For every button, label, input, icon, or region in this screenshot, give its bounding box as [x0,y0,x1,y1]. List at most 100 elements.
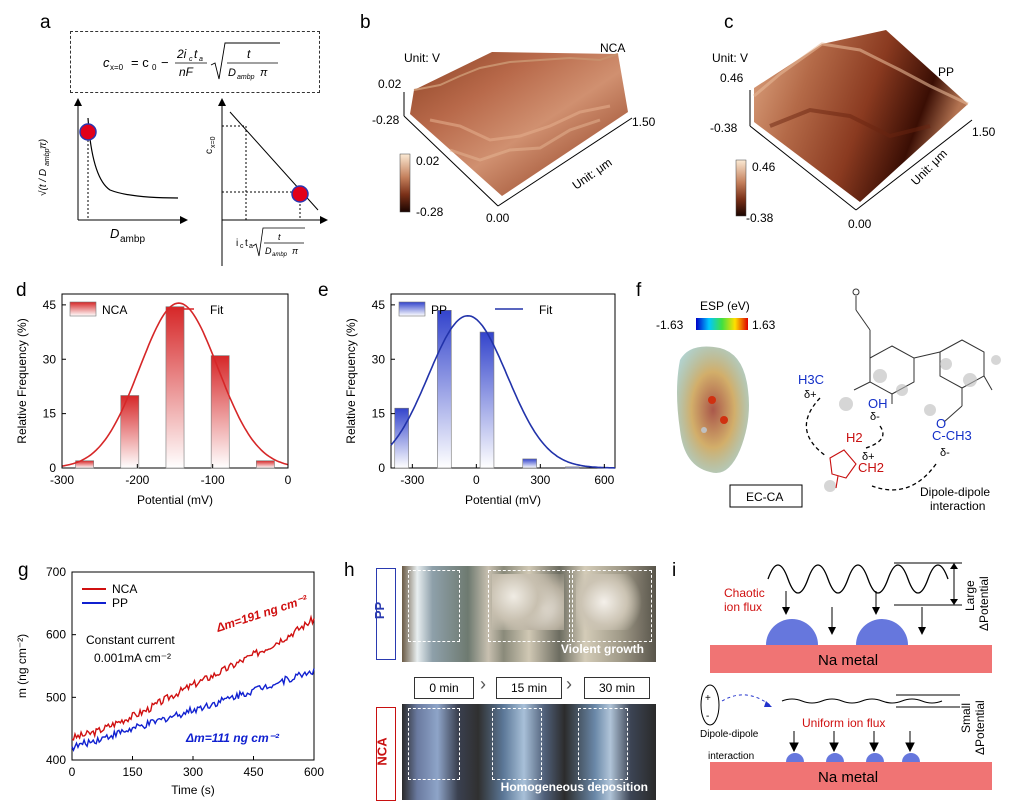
c-cbar-top: 0.46 [752,160,776,174]
c-cbar-bottom: -0.38 [746,211,774,225]
i-uniform: Uniform ion flux [802,716,885,730]
b-ztop: 0.02 [378,77,402,91]
svg-text:−: − [161,55,169,70]
mol-label: EC-CA [746,490,783,504]
legend-swatch-bar [398,301,426,317]
svg-text:c: c [240,243,244,250]
uniform-wave [781,698,943,704]
esp-min: -1.63 [656,318,684,332]
i-dipole2: interaction [708,751,754,762]
legend-label-PP: PP [112,596,128,610]
na-metal-bottom [710,762,992,790]
x-tick-label: -300 [400,473,424,487]
annotation-cc1: Constant current [86,633,175,647]
esp-label: ESP (eV) [700,299,750,313]
svg-text:nF: nF [179,65,194,79]
b-colorbar [399,153,411,213]
h-time-2: 30 min [584,677,650,699]
chart-e: -300 0 300 600 0 15 30 45 Potential (mV) Relative… [344,293,616,507]
annotation-pp-delta: Δm=111 ng cm⁻² [185,731,280,745]
i-chaotic2: ion flux [724,600,762,614]
h-pp-label: PP [372,601,388,620]
panel-b-surface: Unit: V NCA 0.02 -0.28 1.50 0.00 Unit: μ… [372,41,656,225]
x-tick-label: -300 [50,473,74,487]
bar-2 [165,306,185,469]
plot1-ylabel: √(t / D ambp π) [37,139,51,196]
f-ch3: C-CH3 [932,428,972,443]
y-tick-label: 15 [372,407,386,421]
x-tick-label: 300 [530,473,550,487]
x-tick-label: 600 [594,473,614,487]
c-unit: Unit: V [712,51,748,65]
series-line-NCA [71,614,315,741]
x-tick-label: 600 [304,765,324,779]
chaotic-wave [767,564,949,594]
svg-text:ambp: ambp [44,148,51,166]
svg-text:2i: 2i [176,47,187,61]
panel-a-plots: √(t / D ambp π) D ambp c x=0 i c t a t D… [37,98,328,266]
equation-box: c x=0 = c 0 − 2i c t a nF t D ambp π [70,31,320,93]
y-tick-label: 500 [46,690,66,704]
legend-label-fit: Fit [210,303,224,317]
y-tick-label: 30 [372,352,386,366]
fit-curve [61,302,289,467]
esp-molecule [677,346,749,474]
svg-text:t: t [194,47,198,61]
i-metal-top: Na metal [818,652,878,669]
y-tick-label: 0 [49,461,56,475]
svg-text:ambp: ambp [237,74,255,81]
c-colorbar [735,159,747,217]
svg-text:c: c [204,149,215,154]
dendrite-1 [766,619,818,645]
svg-text:i: i [236,238,238,249]
i-minus: - [706,711,709,722]
x-tick-label: 0 [473,473,480,487]
h-nca-caption: Homogeneous deposition [500,780,648,794]
svg-text:a: a [249,243,253,250]
c-name: PP [938,65,954,79]
svg-text:ambp: ambp [120,234,145,245]
equation-graphic: c x=0 = c 0 − 2i c t a nF t D ambp π [103,42,280,81]
annotation-cc2: 0.001mA cm⁻² [94,651,171,665]
bar-4 [565,466,580,469]
c-ztop: 0.46 [720,71,744,85]
b-name: NCA [600,41,625,55]
dendrite-2 [856,619,908,645]
i-plus: + [705,693,711,704]
h-nca-label: NCA [374,737,390,766]
panel-c-surface: Unit: V PP 0.46 -0.38 1.50 0.00 Unit: μm… [710,30,996,231]
legend-label-bar: NCA [102,303,127,317]
y-axis-label: Relative Frequency (%) [15,318,29,443]
y-tick-label: 0 [378,461,385,475]
b-zbot: -0.28 [372,113,400,127]
svg-text:D: D [265,246,272,256]
svg-text:t: t [245,238,248,249]
x-tick-label: 0 [285,473,292,487]
series-line-PP [71,668,315,753]
h-time-1: 15 min [496,677,562,699]
svg-text:D: D [228,67,236,79]
b-xstart: 0.00 [486,211,510,225]
f-h2: H2 [846,430,863,445]
esp-max: 1.63 [752,318,776,332]
panel-label-d: d [16,280,27,301]
x-axis-label: Time (s) [171,783,215,797]
f-dplus2: δ+ [862,451,875,463]
legend-label-NCA: NCA [112,582,137,596]
y-tick-label: 700 [46,565,66,579]
f-dminus2: δ- [940,447,950,459]
b-cbar-top: 0.02 [416,154,440,168]
y-tick-label: 45 [43,298,57,312]
y-tick-label: 400 [46,753,66,767]
i-chaotic: Chaotic [724,586,765,600]
y-tick-label: 15 [43,407,57,421]
i-small2: ΔPotential [973,700,987,755]
c-zbot: -0.38 [710,121,738,135]
f-o: O [936,416,946,431]
bar-1 [437,310,452,469]
f-h3c: H3C [798,372,824,387]
h-pp-photo: Violent growth [402,566,656,662]
legend-swatch-bar [69,301,97,317]
svg-text:√(t / D: √(t / D [37,169,49,196]
legend-label-fit: Fit [539,303,553,317]
